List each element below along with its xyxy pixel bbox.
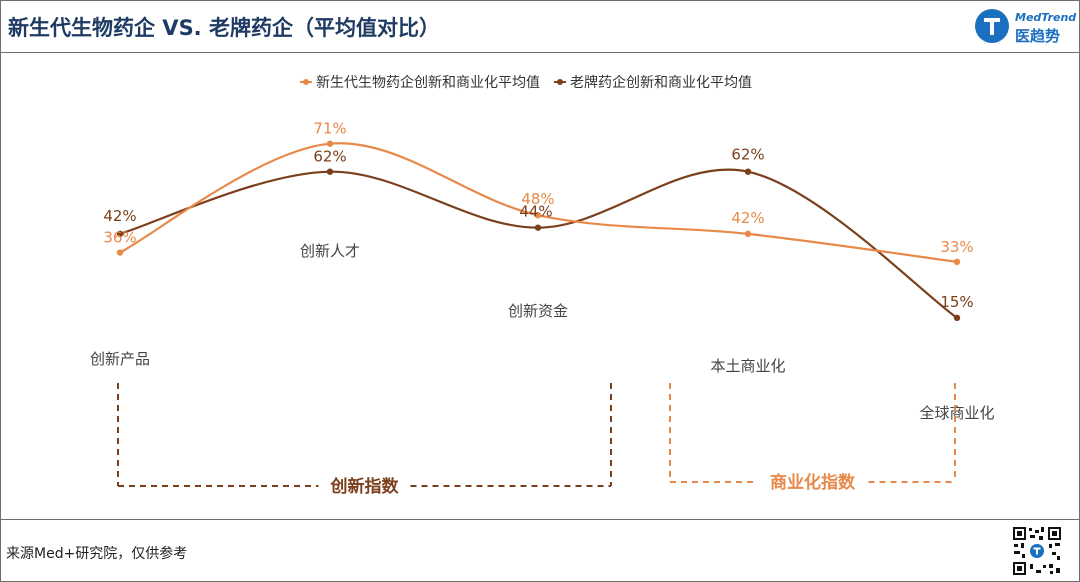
- group-label: 创新指数: [330, 476, 400, 497]
- category-label: 创新产品: [90, 350, 150, 368]
- data-point: [953, 258, 961, 266]
- logo-text-cn: 医趋势: [1015, 27, 1061, 45]
- data-point: [116, 230, 124, 238]
- data-label: 71%: [313, 120, 346, 138]
- data-point: [744, 168, 752, 175]
- data-point: [953, 314, 961, 322]
- legend-label: 新生代生物药企创新和商业化平均值: [316, 74, 540, 91]
- data-point: [534, 224, 542, 231]
- data-label: 42%: [103, 207, 136, 225]
- logo-t-icon: [975, 9, 1009, 43]
- qr-code-icon: [1012, 526, 1062, 576]
- footer-divider: [0, 519, 1080, 520]
- category-label: 创新资金: [508, 302, 568, 320]
- logo-text-en: MedTrend: [1015, 11, 1077, 24]
- data-point: [326, 168, 334, 175]
- data-label: 33%: [940, 238, 973, 256]
- data-label: 15%: [940, 293, 973, 311]
- medtrend-logo: MedTrend 医趋势: [975, 9, 1077, 45]
- legend-swatch-marker: [303, 79, 309, 85]
- legend-label: 老牌药企创新和商业化平均值: [570, 74, 752, 91]
- data-label: 44%: [519, 203, 552, 221]
- source-note: 来源Med+研究院，仅供参考: [6, 546, 188, 562]
- data-point: [116, 249, 124, 256]
- group-label: 商业化指数: [770, 472, 856, 493]
- data-label: 36%: [103, 229, 136, 247]
- header-bar: 新生代生物药企 VS. 老牌药企（平均值对比） MedTrend 医趋势: [0, 0, 1080, 53]
- data-label: 42%: [731, 209, 764, 227]
- data-point: [534, 212, 542, 219]
- page-title: 新生代生物药企 VS. 老牌药企（平均值对比）: [8, 16, 440, 40]
- legend-swatch-marker: [557, 79, 563, 85]
- data-point: [744, 230, 752, 238]
- category-label: 本土商业化: [710, 357, 785, 375]
- data-point: [326, 140, 334, 147]
- data-label: 48%: [521, 190, 554, 208]
- category-label: 创新人才: [300, 242, 360, 260]
- category-label: 全球商业化: [919, 404, 994, 422]
- data-label: 62%: [313, 148, 346, 166]
- data-label: 62%: [731, 146, 764, 164]
